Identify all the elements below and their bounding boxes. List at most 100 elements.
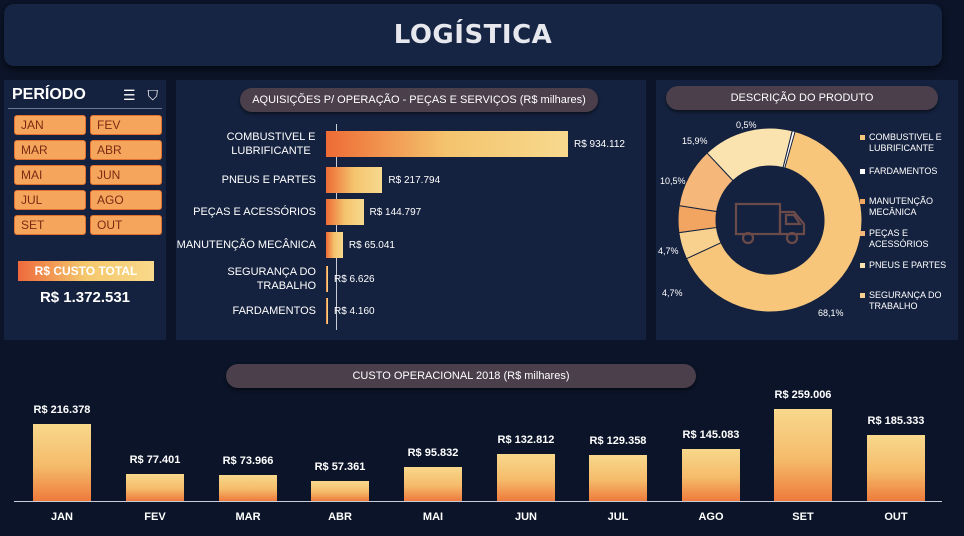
custo-total-label: R$ CUSTO TOTAL [18,261,154,281]
custo-bar[interactable] [219,474,277,501]
legend-label: FARDAMENTOS [869,166,938,176]
donut-pct-label: 4,7% [662,288,683,298]
legend-swatch [860,231,865,236]
donut-pct-label: 15,9% [682,136,708,146]
month-button-mar[interactable]: MAR [14,140,86,160]
aquisicao-label: MANUTENÇÃO MECÂNICA [176,239,316,251]
custo-category-label: FEV [144,511,166,523]
clear-filter-icon[interactable]: ⛉ [147,86,159,103]
aquisicao-value: R$ 144.797 [369,206,422,218]
month-button-jun[interactable]: JUN [90,165,162,185]
donut-pct-label: 4,7% [658,246,679,256]
custo-bar[interactable] [682,449,740,501]
custo-category-label: MAI [422,511,444,523]
aquisicao-label: PNEUS E PARTES [221,174,316,186]
aquisicao-label: COMBUSTIVEL E LUBRIFICANTE [226,131,316,157]
legend-swatch [860,135,865,140]
custo-bar[interactable] [33,424,91,501]
custo-category-label: JUN [514,511,537,523]
legend-label: SEGURANÇA DO TRABALHO [869,290,942,311]
custo-bar[interactable] [774,409,832,501]
custo-bar-value: R$ 129.358 [589,435,647,448]
custo-bar[interactable] [311,480,369,501]
descricao-title: DESCRIÇÃO DO PRODUTO [666,86,938,110]
custo-category-label: SET [792,511,814,523]
donut-slice[interactable] [685,127,863,313]
aquisicoes-axis [336,124,337,330]
aquisicao-row: PNEUS E PARTES R$ 217.794 [176,167,440,193]
dashboard-header: LOGÍSTICA [4,4,942,66]
custo-baseline [14,501,942,502]
custo-bar[interactable] [867,435,925,501]
legend-item: PEÇAS E ACESSÓRIOS [860,228,955,250]
donut-pct-label: 68,1% [818,308,844,318]
custo-bar-value: R$ 73.966 [222,454,274,467]
month-button-fev[interactable]: FEV [90,115,162,135]
aquisicao-value: R$ 934.112 [574,138,625,150]
custo-bar-value: R$ 77.401 [129,453,181,466]
month-button-abr[interactable]: ABR [90,140,162,160]
aquisicao-row: FARDAMENTOS R$ 4.160 [176,298,375,324]
aquisicao-label: FARDAMENTOS [232,305,316,317]
multi-select-icon[interactable]: ☰ [122,86,136,103]
periodo-title: PERÍODO [12,86,86,103]
aquisicao-value: R$ 65.041 [348,239,395,251]
custo-bar[interactable] [126,473,184,501]
descricao-panel: DESCRIÇÃO DO PRODUTO 68,1% 0,5% 4,7% 10,5% 1… [656,80,958,340]
custo-category-label: AGO [698,511,724,523]
aquisicao-bar[interactable] [326,199,364,225]
custo-bar[interactable] [404,466,462,501]
month-button-ago[interactable]: AGO [90,190,162,210]
periodo-divider [8,108,162,109]
month-button-mai[interactable]: MAI [14,165,86,185]
aquisicao-bar[interactable] [326,232,343,258]
custo-bar-value: R$ 185.333 [867,415,925,428]
custo-total-value: R$ 1.372.531 [39,289,131,306]
legend-swatch [860,169,865,174]
custo-category-label: ABR [328,511,352,523]
donut-chart [677,127,863,313]
custo-bar-value: R$ 95.832 [407,446,459,459]
aquisicao-row: MANUTENÇÃO MECÂNICA R$ 65.041 [176,232,395,258]
periodo-slicer: PERÍODO ☰ ⛉ JAN FEV MAR ABR MAI JUN JUL AGO SET O… [4,80,166,340]
aquisicao-bar[interactable] [326,266,328,292]
legend-swatch [860,263,865,268]
month-button-out[interactable]: OUT [90,215,162,235]
aquisicao-label: SEGURANÇA DO TRABALHO [227,266,316,292]
month-button-set[interactable]: SET [14,215,86,235]
month-button-grid: JAN FEV MAR ABR MAI JUN JUL AGO SET OUT [4,109,166,235]
aquisicoes-panel: AQUISIÇÕES P/ OPERAÇÃO - PEÇAS E SERVIÇO… [176,80,646,340]
custo-bar[interactable] [589,455,647,501]
legend-item: FARDAMENTOS [860,166,955,177]
legend-swatch [860,199,865,204]
aquisicao-bar[interactable] [326,167,383,193]
donut-pct-label: 0,5% [736,120,757,130]
aquisicao-bar[interactable] [326,298,328,324]
aquisicao-value: R$ 6.626 [334,273,375,285]
aquisicao-row: COMBUSTIVEL E LUBRIFICANTE R$ 934.112 [176,130,625,158]
month-button-jan[interactable]: JAN [14,115,86,135]
custo-bar-value: R$ 145.083 [682,429,740,442]
custo-category-label: OUT [884,511,908,523]
aquisicao-row: PEÇAS E ACESSÓRIOS R$ 144.797 [176,199,421,225]
aquisicoes-title: AQUISIÇÕES P/ OPERAÇÃO - PEÇAS E SERVIÇO… [240,88,598,112]
legend-label: PEÇAS E ACESSÓRIOS [869,228,929,249]
donut-slice[interactable] [782,130,796,169]
legend-label: MANUTENÇÃO MECÂNICA [869,196,934,217]
custo-chart-title: CUSTO OPERACIONAL 2018 (R$ milhares) [226,364,696,388]
legend-item: SEGURANÇA DO TRABALHO [860,290,955,312]
custo-category-label: JUL [607,511,629,523]
month-button-jul[interactable]: JUL [14,190,86,210]
aquisicao-value: R$ 4.160 [334,305,375,317]
legend-label: COMBUSTIVEL E LUBRIFICANTE [869,132,942,153]
legend-item: COMBUSTIVEL E LUBRIFICANTE [860,132,955,154]
truck-icon [734,202,806,245]
aquisicao-bar[interactable] [326,131,568,157]
custo-bar-value: R$ 57.361 [314,460,366,473]
aquisicao-row: SEGURANÇA DO TRABALHO R$ 6.626 [176,265,375,293]
legend-item: PNEUS E PARTES [860,260,955,271]
custo-bar[interactable] [497,453,555,501]
aquisicao-label: PEÇAS E ACESSÓRIOS [193,206,316,218]
custo-category-label: JAN [50,511,73,523]
custo-bar-value: R$ 216.378 [33,404,91,417]
